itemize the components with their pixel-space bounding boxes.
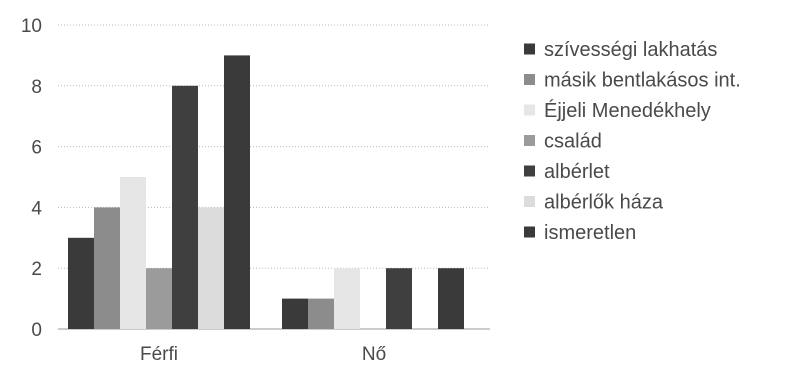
- bar: [334, 268, 360, 329]
- y-tick-label: 8: [31, 77, 42, 98]
- legend-swatch: [524, 104, 535, 116]
- bar: [386, 268, 412, 329]
- x-category-label: Férfi: [140, 344, 178, 365]
- bar: [68, 237, 94, 329]
- legend-swatch: [524, 135, 535, 146]
- legend-swatch: [524, 74, 535, 85]
- bar: [308, 298, 334, 329]
- legend-label: szívességi lakhatás: [544, 39, 717, 61]
- legend-swatch: [524, 165, 535, 177]
- legend: szívességi lakhatás másik bentlakásos int…: [524, 39, 741, 244]
- legend-swatch: [524, 196, 535, 207]
- x-axis: Férfi Nő: [140, 344, 386, 365]
- y-axis: 0 2 4 6 8 10: [21, 16, 43, 341]
- y-tick-label: 10: [21, 16, 42, 37]
- legend-label: albérlők háza: [544, 192, 664, 214]
- y-tick-label: 0: [31, 320, 42, 341]
- y-tick-label: 4: [31, 198, 42, 219]
- legend-label: ismeretlen: [544, 222, 636, 244]
- x-category-label: Nő: [362, 344, 386, 365]
- bars: [68, 55, 464, 330]
- y-tick-label: 2: [31, 259, 42, 280]
- bar: [224, 55, 250, 330]
- bar: [120, 177, 146, 329]
- legend-swatch: [524, 43, 535, 55]
- bar: [172, 85, 198, 329]
- bar: [198, 207, 224, 329]
- legend-label: másik bentlakásos int.: [544, 70, 741, 92]
- legend-swatch: [524, 226, 535, 238]
- legend-label: család: [544, 131, 602, 153]
- bar: [282, 298, 308, 329]
- bar: [94, 207, 120, 329]
- y-tick-label: 6: [31, 138, 42, 159]
- bar: [438, 268, 464, 329]
- legend-label: albérlet: [544, 161, 610, 183]
- bar: [146, 268, 172, 329]
- legend-label: Éjjeli Menedékhely: [544, 99, 711, 122]
